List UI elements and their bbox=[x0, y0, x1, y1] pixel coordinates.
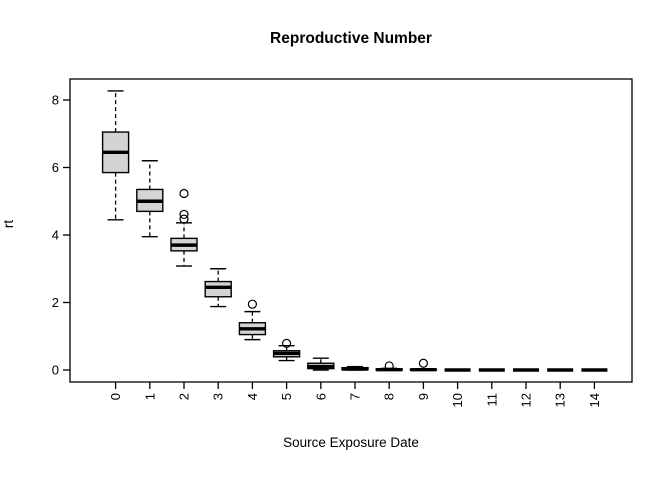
chart-title: Reproductive Number bbox=[270, 30, 432, 47]
outlier-point bbox=[247, 299, 257, 309]
y-axis-label: rt bbox=[1, 220, 16, 228]
x-tick-label: 12 bbox=[519, 393, 534, 407]
outlier-point bbox=[418, 358, 428, 368]
x-tick-label: 10 bbox=[450, 393, 465, 407]
y-tick-label: 6 bbox=[52, 160, 59, 175]
outlier-point bbox=[282, 338, 292, 348]
x-tick-label: 8 bbox=[382, 393, 397, 400]
x-tick-label: 2 bbox=[177, 393, 192, 400]
y-tick-label: 8 bbox=[52, 93, 59, 108]
plot-frame bbox=[69, 78, 633, 383]
y-tick-label: 4 bbox=[52, 228, 59, 243]
x-tick-label: 3 bbox=[211, 393, 226, 400]
y-tick-label: 0 bbox=[52, 363, 59, 378]
x-tick-label: 7 bbox=[348, 393, 363, 400]
x-tick-label: 1 bbox=[142, 393, 157, 400]
x-tick-label: 6 bbox=[313, 393, 328, 400]
x-tick-label: 4 bbox=[245, 393, 260, 400]
x-tick-label: 11 bbox=[484, 393, 499, 407]
x-axis-label: Source Exposure Date bbox=[283, 435, 419, 450]
outlier-point bbox=[179, 214, 189, 224]
x-tick-label: 13 bbox=[553, 393, 568, 407]
y-tick-label: 2 bbox=[52, 295, 59, 310]
x-tick-label: 0 bbox=[108, 393, 123, 400]
outlier-point bbox=[179, 209, 189, 220]
outlier-point bbox=[179, 188, 189, 199]
outlier-point bbox=[384, 361, 394, 371]
x-tick-label: 9 bbox=[416, 393, 431, 400]
x-tick-label: 14 bbox=[587, 393, 602, 407]
x-tick-label: 5 bbox=[279, 393, 294, 400]
box-iqr bbox=[204, 280, 232, 298]
